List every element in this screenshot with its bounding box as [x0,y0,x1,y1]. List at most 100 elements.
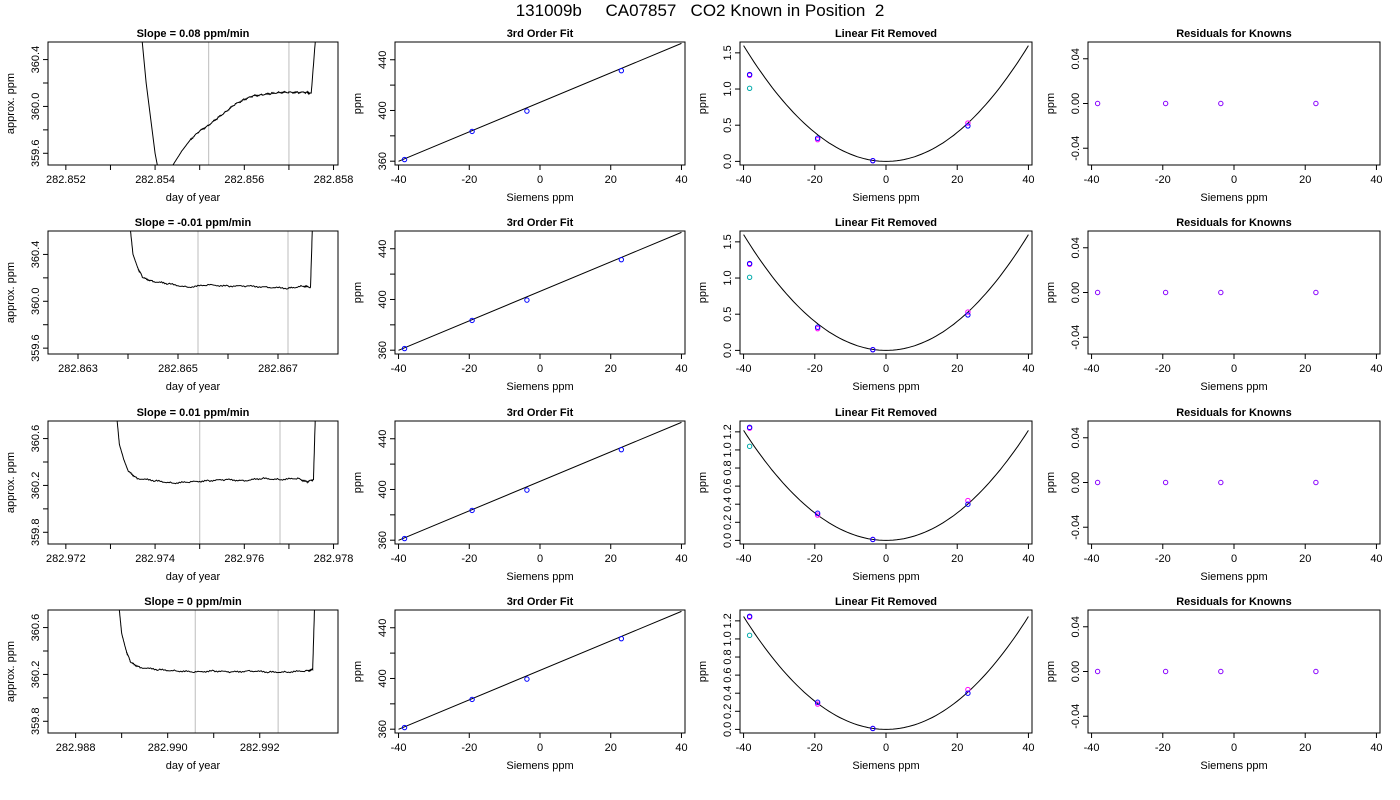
panel-1-4: Residuals for Knowns -40 -20 0 20 40 -0.04 0.00… [1045,28,1383,204]
data-point [618,446,625,453]
data-point [1218,668,1224,675]
trace-line [172,42,316,165]
y-axis-label: ppm [352,472,364,493]
plot-area [398,610,682,730]
data-point [1218,289,1224,296]
x-tick-label: 20 [1299,363,1311,375]
y-tick-label: 0.00 [1070,93,1082,114]
x-tick-label: 0 [883,742,889,754]
data-point [1162,668,1169,675]
y-tick-label: 360.6 [30,614,42,642]
panel-title: Residuals for Knowns [1176,28,1292,40]
fit-line [398,610,682,730]
panel-title: Residuals for Knowns [1176,217,1292,229]
plot-frame [739,609,1033,734]
y-tick-label: 1.0 [722,270,734,285]
x-tick-label: 282.863 [58,363,98,375]
y-tick-label: 440 [377,430,389,448]
plot-area [398,421,682,541]
y-tick-label: 1.2 [722,424,734,439]
data-point [401,535,408,542]
panel-2-3: Linear Fit Removed -40 -20 0 20 40 0.0 0.5 1.0 1.… [697,217,1035,393]
y-tick-label: 360.0 [30,93,42,121]
plot-frame [47,420,339,545]
data-point [746,85,753,92]
data-point [965,309,971,315]
fit-curve [743,430,1029,541]
x-tick-label: 0 [883,553,889,565]
x-tick-label: -20 [1155,363,1171,375]
x-tick-label: 282.978 [314,553,354,565]
x-tick-label: -40 [736,363,752,375]
y-axis-label: ppm [697,661,709,682]
x-axis-label: day of year [166,381,221,393]
data-point [618,635,625,642]
y-axis-label: ppm [697,93,709,114]
y-axis-label: approx. ppm [5,262,17,323]
y-axis-label: ppm [352,282,364,303]
panel-4-3: Linear Fit Removed -40 -20 0 20 40 0.0 0.2 0.4 0.… [697,596,1035,772]
plot-area [743,430,1029,541]
x-tick-label: -40 [736,742,752,754]
y-tick-label: 440 [377,51,389,69]
plot-area [116,421,316,544]
x-tick-label: 0 [537,363,543,375]
x-tick-label: 20 [605,174,617,186]
data-point [870,725,876,732]
y-tick-label: 360.6 [30,425,42,453]
x-tick-label: 20 [951,553,963,565]
data-point [870,157,876,164]
plot-frame [739,420,1033,545]
data-point [618,67,625,74]
data-point [1313,100,1319,107]
x-tick-label: 282.976 [224,553,264,565]
x-tick-label: -20 [461,363,477,375]
x-tick-label: -20 [807,553,823,565]
x-tick-label: 20 [1299,553,1311,565]
plot-frame [47,609,339,734]
y-tick-label: 360.2 [30,661,42,689]
data-point [1313,479,1319,486]
data-point [1218,100,1224,107]
y-axis-label: ppm [1045,661,1057,682]
x-axis-label: Siemens ppm [506,571,573,583]
data-point [746,274,753,281]
data-point [746,632,753,639]
data-point [965,690,971,696]
y-tick-label: 360 [377,720,389,738]
data-point [1162,289,1169,296]
x-tick-label: 0 [1231,174,1237,186]
data-point [814,510,821,516]
data-point [746,443,753,450]
panel-4-4: Residuals for Knowns -40 -20 0 20 40 -0.04 0.00… [1045,596,1383,772]
panel-title: Linear Fit Removed [835,217,937,229]
x-axis-label: Siemens ppm [1200,571,1267,583]
x-tick-label: 0 [883,363,889,375]
x-axis-label: Siemens ppm [1200,760,1267,772]
panel-4-1: Slope = 0 ppm/min 282.988 282.990 282.992 35… [5,596,339,772]
fit-line [398,42,682,162]
x-tick-label: 40 [675,742,687,754]
y-tick-label: -0.04 [1070,325,1082,350]
y-tick-label: 0.8 [722,649,734,664]
x-tick-label: 40 [1022,363,1034,375]
x-tick-label: -20 [461,742,477,754]
data-point [1094,479,1101,486]
y-tick-label: -0.04 [1070,136,1082,161]
x-tick-label: -40 [391,363,407,375]
panel-title: 3rd Order Fit [507,596,574,608]
x-tick-label: 20 [1299,174,1311,186]
x-tick-label: 0 [537,553,543,565]
data-point [1162,479,1169,486]
x-tick-label: 282.990 [148,742,188,754]
x-tick-label: -40 [1084,553,1100,565]
panel-title: Slope = 0 ppm/min [144,596,242,608]
data-point [401,345,408,352]
y-tick-label: 360.4 [30,46,42,74]
y-tick-label: 0.0 [722,154,734,169]
fit-line [398,231,682,351]
x-axis-label: Siemens ppm [852,381,919,393]
x-tick-label: 282.974 [135,553,175,565]
x-tick-label: 20 [951,363,963,375]
y-tick-label: 0.8 [722,460,734,475]
